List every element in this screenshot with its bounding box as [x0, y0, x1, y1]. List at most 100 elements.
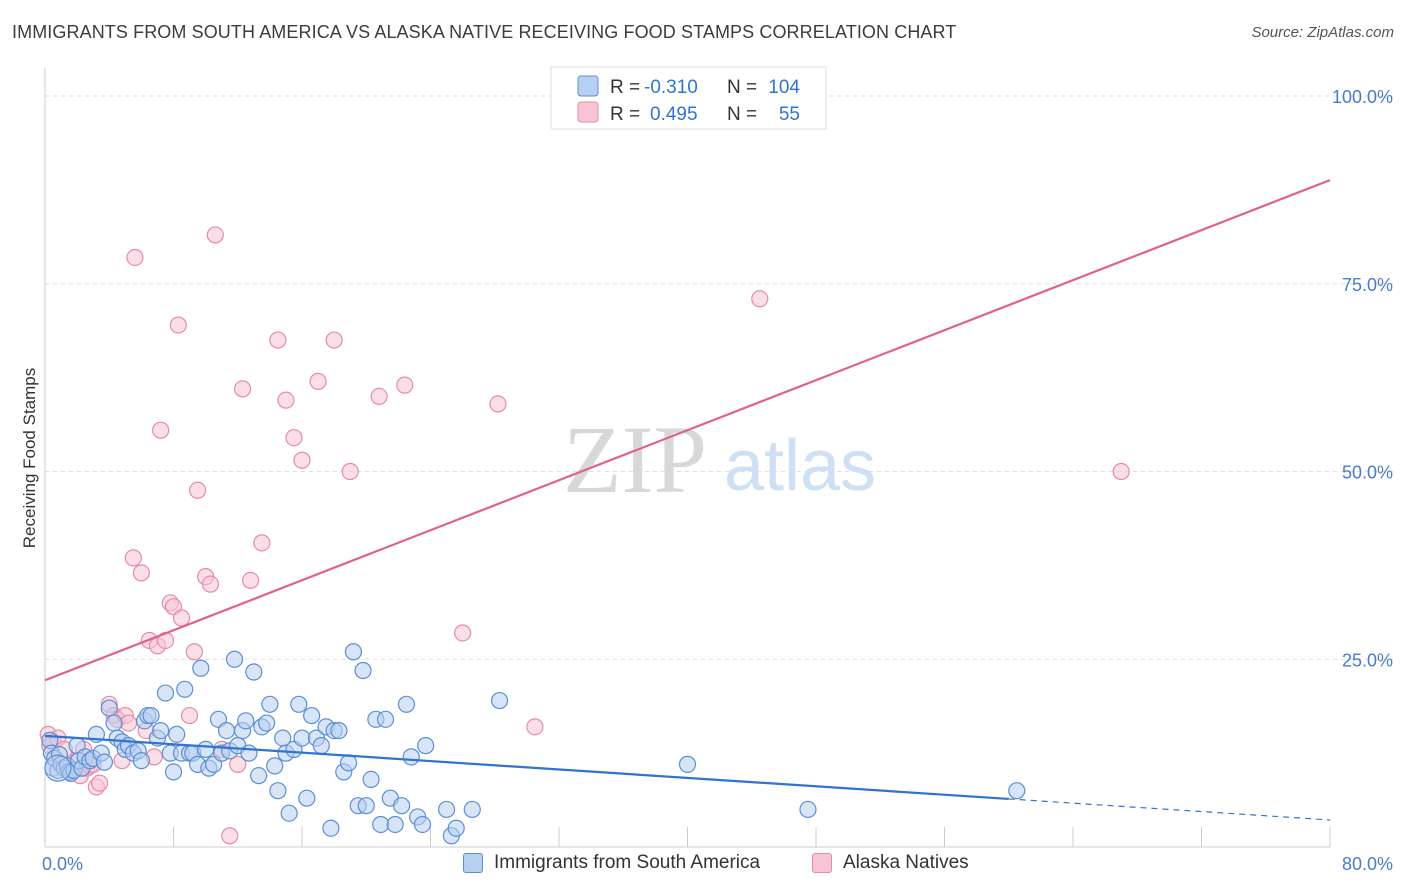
y-tick-labels: 25.0% 50.0% 75.0% 100.0% [1332, 87, 1393, 670]
point-immigrants-38 [168, 725, 186, 743]
point-immigrants-71 [303, 706, 321, 725]
watermark-zip: ZIP [563, 406, 707, 513]
trend-lines [44, 179, 1331, 821]
point-alaska-47 [285, 429, 303, 447]
point-immigrants-101 [678, 755, 697, 773]
point-alaska-33 [180, 706, 199, 725]
point-alaska-52 [370, 387, 388, 405]
point-alaska-51 [341, 462, 359, 481]
point-immigrants-61 [261, 695, 279, 713]
point-immigrants-102 [799, 800, 817, 819]
source-label: Source: ZipAtlas.com [1251, 24, 1394, 41]
legend-r1-value: -0.310 [644, 77, 698, 98]
point-immigrants-103 [1008, 782, 1026, 800]
point-immigrants-45 [197, 740, 215, 758]
point-alaska-49 [309, 372, 327, 390]
point-immigrants-56 [240, 744, 258, 762]
point-immigrants-90 [392, 797, 411, 815]
point-alaska-45 [269, 331, 287, 349]
point-alaska-20 [124, 549, 142, 567]
point-immigrants-37 [164, 763, 183, 781]
bottom-legend-item-immigrants[interactable]: Immigrants from South America [463, 852, 760, 874]
point-alaska-34 [185, 643, 203, 661]
point-immigrants-98 [447, 819, 465, 837]
point-immigrants-77 [330, 721, 348, 740]
watermark: ZIP atlas [563, 406, 876, 513]
point-immigrants-58 [250, 767, 268, 785]
watermark-atlas: atlas [724, 426, 876, 506]
point-immigrants-91 [397, 695, 416, 713]
point-alaska-32 [172, 609, 191, 627]
point-immigrants-73 [312, 737, 330, 755]
legend-label-immigrants: Immigrants from South America [494, 852, 761, 873]
point-immigrants-22 [105, 714, 123, 732]
legend-blue-swatch [577, 75, 599, 97]
point-immigrants-94 [413, 815, 432, 834]
series-immigrants-points [41, 643, 1026, 845]
point-alaska-42 [233, 380, 252, 398]
point-immigrants-86 [372, 815, 390, 834]
point-alaska-21 [126, 248, 144, 267]
point-immigrants-35 [156, 684, 175, 702]
legend-n1-value: 104 [768, 77, 800, 98]
point-immigrants-75 [322, 819, 340, 837]
y-tick-label-100: 100.0% [1332, 87, 1393, 107]
legend-box: R = -0.310 N = 104 R = 0.495 N = 55 [550, 66, 827, 130]
legend-swatch-blue [463, 853, 483, 873]
point-alaska-27 [152, 421, 170, 439]
y-tick-label-75: 75.0% [1342, 275, 1393, 295]
x-tick-label-max: 80.0% [1342, 854, 1393, 874]
trend-immigrants [44, 734, 1009, 801]
axes [44, 68, 1331, 848]
point-alaska-43 [242, 571, 260, 589]
point-alaska-40 [221, 827, 239, 845]
point-alaska-57 [751, 290, 769, 308]
legend-pink-swatch [577, 101, 599, 123]
legend-swatch-pink [812, 853, 832, 873]
point-immigrants-52 [225, 650, 244, 668]
point-alaska-19 [119, 714, 138, 732]
y-axis-label: Receiving Food Stamps [20, 368, 39, 548]
point-alaska-46 [277, 391, 295, 409]
point-alaska-31 [169, 316, 187, 334]
point-alaska-22 [132, 564, 150, 582]
y-tick-label-25: 25.0% [1342, 650, 1393, 670]
point-immigrants-55 [237, 712, 255, 730]
chart-title: IMMIGRANTS FROM SOUTH AMERICA VS ALASKA … [12, 22, 957, 42]
point-immigrants-83 [357, 797, 375, 815]
point-immigrants-32 [142, 706, 160, 725]
point-immigrants-84 [362, 770, 380, 789]
point-alaska-41 [229, 755, 247, 773]
point-immigrants-21 [100, 699, 118, 717]
point-immigrants-63 [269, 782, 287, 800]
trend-immigrants-extension [1008, 798, 1331, 821]
legend-r1-label: R = [610, 77, 640, 98]
point-alaska-44 [253, 534, 271, 552]
point-alaska-35 [188, 481, 207, 499]
point-immigrants-62 [266, 757, 284, 775]
point-immigrants-60 [258, 714, 276, 732]
point-alaska-13 [91, 774, 109, 792]
legend-n1-label: N = [727, 77, 757, 98]
point-alaska-48 [293, 451, 311, 469]
point-immigrants-95 [417, 737, 435, 755]
point-immigrants-cluster [44, 754, 72, 782]
point-immigrants-99 [463, 800, 481, 819]
legend-n2-label: N = [727, 104, 757, 125]
x-tick-labels: 0.0% 80.0% [42, 854, 1393, 874]
point-immigrants-80 [344, 643, 362, 661]
bottom-legend: Immigrants from South America Alaska Nat… [0, 852, 1406, 878]
point-immigrants-92 [402, 748, 420, 766]
legend-r2-value: 0.495 [650, 104, 698, 125]
point-immigrants-66 [280, 804, 298, 822]
point-immigrants-82 [354, 661, 372, 680]
point-immigrants-50 [217, 721, 236, 740]
point-immigrants-96 [437, 800, 456, 819]
point-alaska-55 [489, 395, 507, 413]
legend-r2-label: R = [610, 104, 640, 125]
point-alaska-53 [396, 376, 414, 394]
point-immigrants-79 [339, 754, 358, 772]
bottom-legend-item-alaska[interactable]: Alaska Natives [812, 852, 969, 874]
point-alaska-56 [526, 718, 544, 736]
point-alaska-58 [1112, 462, 1130, 481]
